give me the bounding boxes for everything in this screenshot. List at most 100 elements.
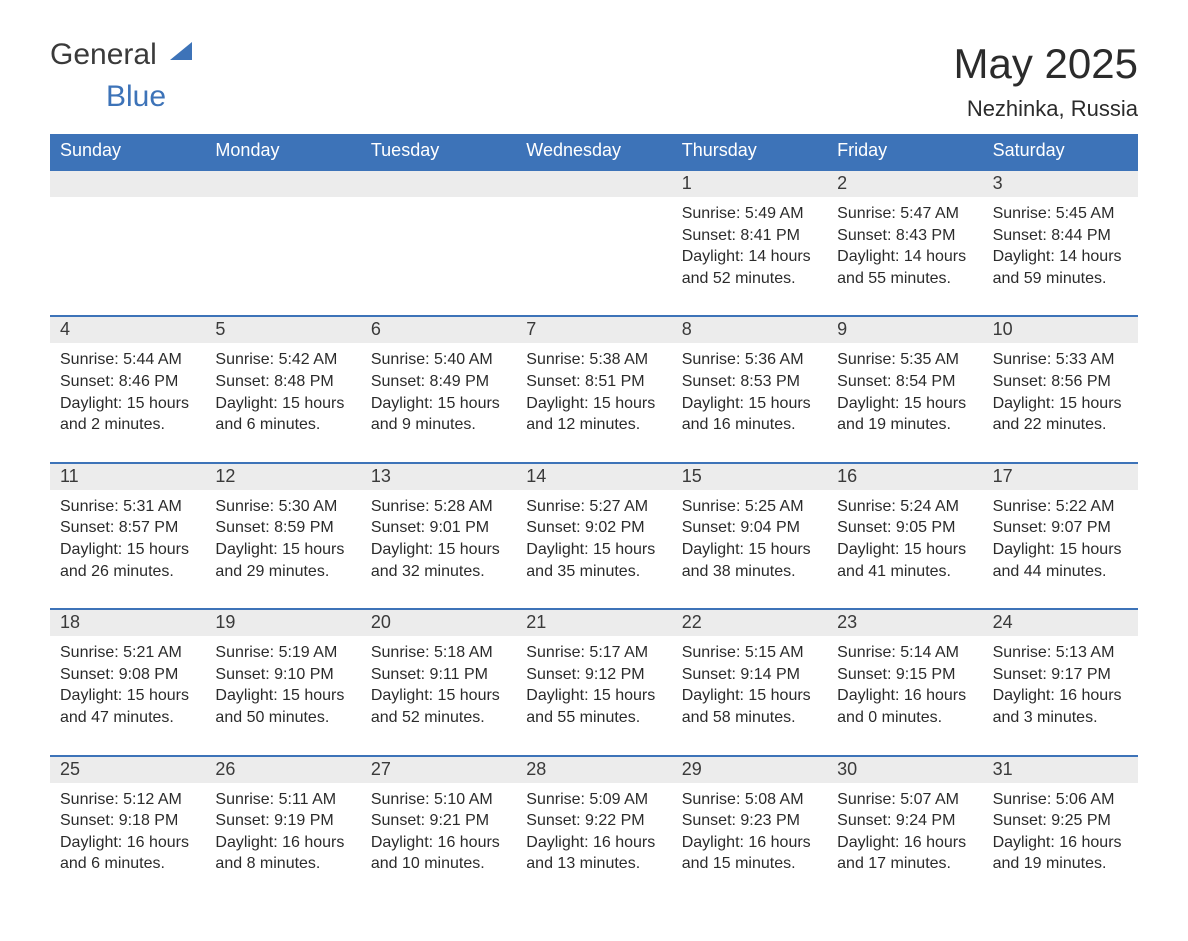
date-cell: 8 (672, 317, 827, 343)
date-cell: 18 (50, 610, 205, 636)
detail-cell: Sunrise: 5:44 AMSunset: 8:46 PMDaylight:… (50, 343, 205, 461)
date-cell: 17 (983, 464, 1138, 490)
detail-line: Daylight: 15 hours and 58 minutes. (682, 685, 817, 728)
detail-cell: Sunrise: 5:30 AMSunset: 8:59 PMDaylight:… (205, 490, 360, 608)
detail-cell: Sunrise: 5:12 AMSunset: 9:18 PMDaylight:… (50, 783, 205, 901)
detail-line: Sunrise: 5:22 AM (993, 496, 1128, 518)
date-cell: 25 (50, 757, 205, 783)
detail-line: Sunset: 9:17 PM (993, 664, 1128, 686)
detail-cell: Sunrise: 5:40 AMSunset: 8:49 PMDaylight:… (361, 343, 516, 461)
date-cell: 9 (827, 317, 982, 343)
detail-line: Daylight: 16 hours and 13 minutes. (526, 832, 661, 875)
date-cell: 15 (672, 464, 827, 490)
detail-line: Sunset: 8:48 PM (215, 371, 350, 393)
date-cell: 24 (983, 610, 1138, 636)
day-of-week-header: SundayMondayTuesdayWednesdayThursdayFrid… (50, 134, 1138, 169)
detail-line: Daylight: 15 hours and 9 minutes. (371, 393, 506, 436)
dow-cell: Monday (205, 134, 360, 169)
dow-cell: Sunday (50, 134, 205, 169)
logo-word1: General (50, 38, 157, 71)
detail-line: Daylight: 14 hours and 59 minutes. (993, 246, 1128, 289)
detail-line: Daylight: 16 hours and 15 minutes. (682, 832, 817, 875)
detail-line: Sunrise: 5:28 AM (371, 496, 506, 518)
detail-line: Sunrise: 5:12 AM (60, 789, 195, 811)
detail-line: Daylight: 14 hours and 52 minutes. (682, 246, 817, 289)
detail-line: Sunrise: 5:33 AM (993, 349, 1128, 371)
date-cell: 10 (983, 317, 1138, 343)
date-cell: 3 (983, 171, 1138, 197)
logo-triangle-icon (170, 42, 192, 60)
detail-line: Sunset: 9:02 PM (526, 517, 661, 539)
detail-line: Daylight: 16 hours and 6 minutes. (60, 832, 195, 875)
date-cell: 1 (672, 171, 827, 197)
detail-line: Sunset: 9:04 PM (682, 517, 817, 539)
detail-line: Sunrise: 5:47 AM (837, 203, 972, 225)
logo: General Blue (50, 40, 192, 112)
detail-line: Daylight: 15 hours and 38 minutes. (682, 539, 817, 582)
detail-line: Sunset: 9:25 PM (993, 810, 1128, 832)
date-cell (516, 171, 671, 197)
detail-line: Sunrise: 5:10 AM (371, 789, 506, 811)
date-row: 123 (50, 169, 1138, 197)
date-row: 18192021222324 (50, 608, 1138, 636)
detail-line: Sunrise: 5:11 AM (215, 789, 350, 811)
detail-line: Daylight: 15 hours and 29 minutes. (215, 539, 350, 582)
detail-line: Sunset: 9:18 PM (60, 810, 195, 832)
detail-cell: Sunrise: 5:22 AMSunset: 9:07 PMDaylight:… (983, 490, 1138, 608)
detail-cell: Sunrise: 5:11 AMSunset: 9:19 PMDaylight:… (205, 783, 360, 901)
detail-line: Sunset: 8:57 PM (60, 517, 195, 539)
detail-row: Sunrise: 5:49 AMSunset: 8:41 PMDaylight:… (50, 197, 1138, 315)
detail-row: Sunrise: 5:12 AMSunset: 9:18 PMDaylight:… (50, 783, 1138, 901)
title-block: May 2025 Nezhinka, Russia (954, 40, 1138, 122)
detail-cell: Sunrise: 5:06 AMSunset: 9:25 PMDaylight:… (983, 783, 1138, 901)
detail-cell: Sunrise: 5:15 AMSunset: 9:14 PMDaylight:… (672, 636, 827, 754)
detail-line: Daylight: 16 hours and 8 minutes. (215, 832, 350, 875)
detail-line: Daylight: 15 hours and 50 minutes. (215, 685, 350, 728)
calendar: SundayMondayTuesdayWednesdayThursdayFrid… (50, 134, 1138, 901)
detail-line: Sunset: 8:56 PM (993, 371, 1128, 393)
location-label: Nezhinka, Russia (954, 96, 1138, 122)
detail-line: Daylight: 16 hours and 0 minutes. (837, 685, 972, 728)
detail-line: Sunrise: 5:09 AM (526, 789, 661, 811)
detail-cell: Sunrise: 5:13 AMSunset: 9:17 PMDaylight:… (983, 636, 1138, 754)
detail-line: Daylight: 16 hours and 10 minutes. (371, 832, 506, 875)
detail-line: Sunset: 8:54 PM (837, 371, 972, 393)
detail-line: Daylight: 15 hours and 12 minutes. (526, 393, 661, 436)
detail-line: Sunrise: 5:38 AM (526, 349, 661, 371)
detail-line: Daylight: 15 hours and 26 minutes. (60, 539, 195, 582)
date-cell: 21 (516, 610, 671, 636)
detail-cell: Sunrise: 5:18 AMSunset: 9:11 PMDaylight:… (361, 636, 516, 754)
detail-line: Sunset: 9:07 PM (993, 517, 1128, 539)
date-cell (205, 171, 360, 197)
detail-line: Sunset: 9:22 PM (526, 810, 661, 832)
dow-cell: Saturday (983, 134, 1138, 169)
detail-cell: Sunrise: 5:27 AMSunset: 9:02 PMDaylight:… (516, 490, 671, 608)
date-cell: 11 (50, 464, 205, 490)
detail-line: Sunset: 8:41 PM (682, 225, 817, 247)
detail-line: Sunrise: 5:18 AM (371, 642, 506, 664)
detail-line: Sunset: 9:01 PM (371, 517, 506, 539)
detail-line: Daylight: 15 hours and 47 minutes. (60, 685, 195, 728)
detail-line: Sunrise: 5:42 AM (215, 349, 350, 371)
detail-line: Sunrise: 5:08 AM (682, 789, 817, 811)
detail-line: Daylight: 16 hours and 19 minutes. (993, 832, 1128, 875)
date-row: 25262728293031 (50, 755, 1138, 783)
detail-line: Sunset: 8:46 PM (60, 371, 195, 393)
detail-line: Sunrise: 5:40 AM (371, 349, 506, 371)
month-title: May 2025 (954, 40, 1138, 88)
detail-row: Sunrise: 5:21 AMSunset: 9:08 PMDaylight:… (50, 636, 1138, 754)
date-cell: 5 (205, 317, 360, 343)
detail-line: Sunset: 8:51 PM (526, 371, 661, 393)
date-cell: 29 (672, 757, 827, 783)
detail-line: Daylight: 15 hours and 44 minutes. (993, 539, 1128, 582)
detail-line: Sunrise: 5:15 AM (682, 642, 817, 664)
date-cell: 4 (50, 317, 205, 343)
detail-cell (50, 197, 205, 315)
date-cell: 22 (672, 610, 827, 636)
logo-word2: Blue (106, 82, 166, 112)
detail-line: Sunset: 9:14 PM (682, 664, 817, 686)
detail-cell: Sunrise: 5:33 AMSunset: 8:56 PMDaylight:… (983, 343, 1138, 461)
detail-line: Sunrise: 5:36 AM (682, 349, 817, 371)
detail-line: Sunrise: 5:35 AM (837, 349, 972, 371)
date-cell: 30 (827, 757, 982, 783)
